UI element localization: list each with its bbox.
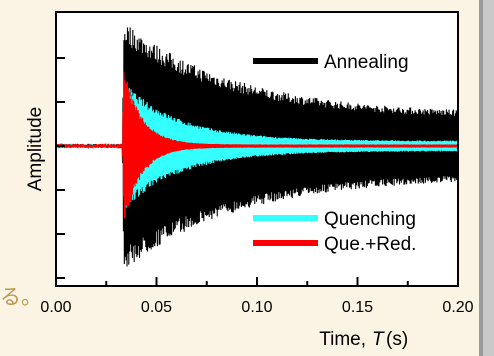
window-edge [479,0,494,356]
legend-label-que-red: Que.+Red. [324,234,416,255]
legend-label-annealing: Annealing [324,52,409,73]
x-tick-label: 0.05 [141,299,172,316]
legend-label-quenching: Quenching [324,209,416,230]
x-axis-unit: (s) [386,329,408,350]
x-tick-label: 0.00 [40,299,71,316]
series-layer [56,27,458,267]
x-axis-label: Time, [319,329,366,350]
margin-text: る。 [0,285,42,309]
x-axis-variable: T [372,329,385,350]
series-annealing [56,27,458,267]
y-axis-label: Amplitude [25,107,46,192]
series-que-red [56,71,458,219]
ticks-layer: 0.00 0.05 0.10 0.15 0.20 [40,57,474,316]
x-tick-label: 0.15 [342,299,373,316]
x-tick-label: 0.10 [241,299,272,316]
legend: Annealing Quenching Que.+Red. [253,52,416,255]
x-tick-label: 0.20 [442,299,473,316]
x-axis-label-text: Time, [319,329,366,350]
amplitude-chart: 0.00 0.05 0.10 0.15 0.20 Annealing Quenching Q… [25,11,474,350]
